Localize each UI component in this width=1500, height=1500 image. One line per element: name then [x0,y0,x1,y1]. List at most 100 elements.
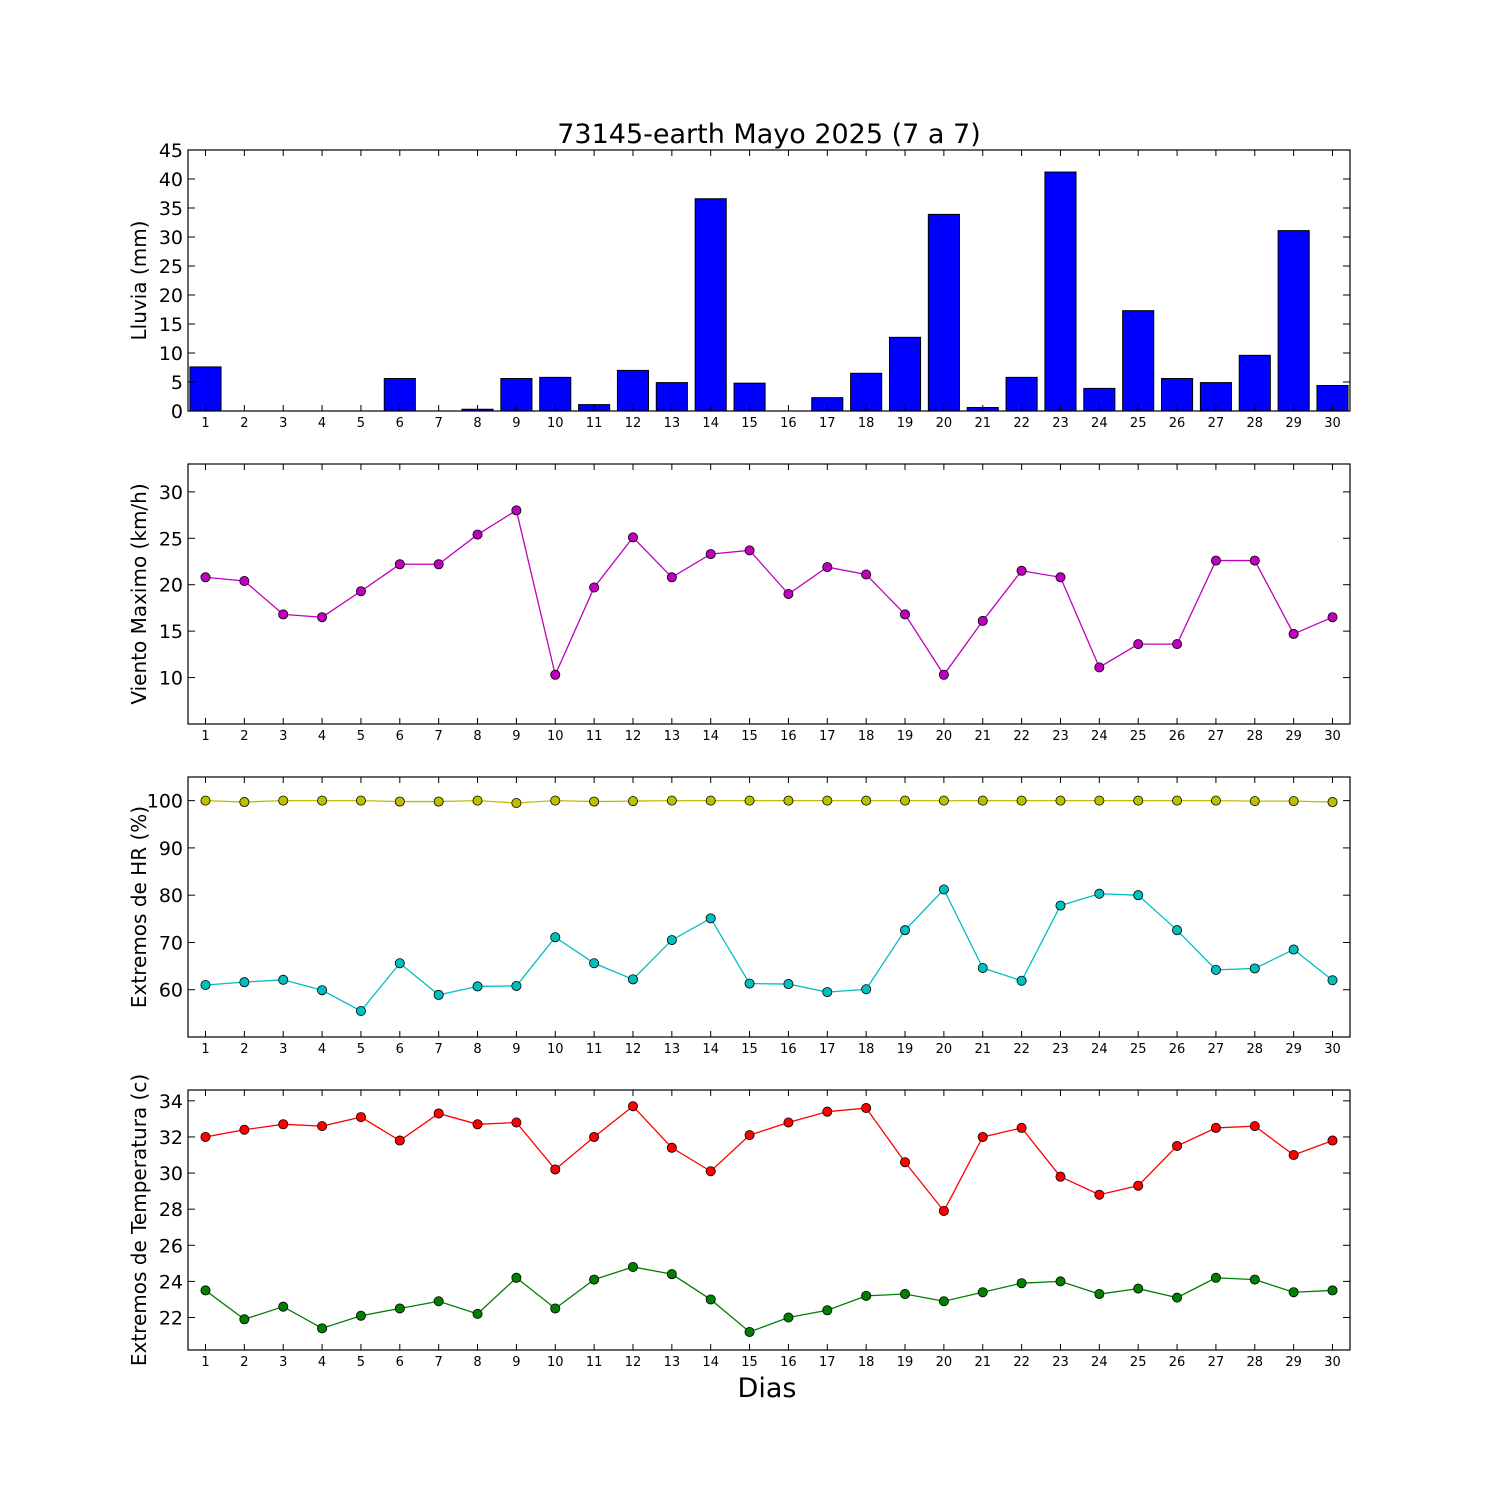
series-2-point-day-12 [627,1261,638,1272]
series-1-point-day-18 [861,1103,872,1114]
series-1-point-day-30 [1327,1135,1338,1146]
plot-frame [187,463,1351,725]
series-1-point-day-21 [977,615,988,626]
series-1-point-day-24 [1094,1189,1105,1200]
series-2-point-day-22 [1016,1278,1027,1289]
series-1-point-day-27 [1210,555,1221,566]
x-tick-label: 19 [897,416,914,431]
series-2-point-day-13 [666,935,677,946]
x-tick-label: 27 [1208,729,1225,744]
x-tick-label: 3 [279,729,287,744]
series-2-point-day-24 [1094,888,1105,899]
x-tick-label: 29 [1285,1042,1302,1057]
series-2-point-day-13 [666,1269,677,1280]
x-tick-label: 17 [819,729,836,744]
series-1-point-day-28 [1249,1121,1260,1132]
panel-4: 1 2 3 4 5 6 7 8 9 10 11 12 13 14 15 16 17 18 19 20 21 22 23 24 2… [127,1074,1351,1404]
x-axis-label: Dias [738,1373,797,1404]
series-1-point-day-17 [822,562,833,573]
series-1-point-day-4 [317,795,328,806]
chart-title: 73145-earth Mayo 2025 (7 a 7) [557,119,981,150]
x-tick-label: 2 [240,1042,248,1057]
y-tick-label: 80 [159,885,183,907]
x-tick-label: 25 [1130,1355,1147,1370]
series-2-point-day-25 [1133,1283,1144,1294]
series-1-point-day-16 [783,1117,794,1128]
series-1-point-day-12 [627,532,638,543]
series-2-point-day-8 [472,981,483,992]
x-tick-label: 7 [435,1042,443,1057]
series-1-point-day-4 [317,1121,328,1132]
series-1-point-day-29 [1288,796,1299,807]
x-tick-label: 25 [1130,1042,1147,1057]
series-2-point-day-11 [589,958,600,969]
x-tick-label: 27 [1208,1042,1225,1057]
series-1-point-day-12 [627,796,638,807]
series-line-2 [205,888,1333,1012]
x-tick-label: 18 [858,1042,875,1057]
y-tick-label: 20 [159,575,183,597]
series-2-point-day-14 [705,913,716,924]
x-tick-label: 18 [858,729,875,744]
series-1-point-day-1 [200,1131,211,1142]
y-tick-label: 25 [159,256,183,278]
series-2-point-day-15 [744,978,755,989]
x-tick-label: 6 [396,1355,404,1370]
series-1-point-day-7 [433,559,444,570]
series-2-point-day-17 [822,1305,833,1316]
series-2-point-day-1 [200,1285,211,1296]
series-1-point-day-28 [1249,555,1260,566]
series-1-point-day-19 [900,1157,911,1168]
series-2-point-day-17 [822,987,833,998]
series-1-point-day-15 [744,545,755,556]
x-tick-label: 5 [357,416,365,431]
x-tick-label: 13 [664,416,681,431]
y-tick-label: 90 [159,838,183,860]
series-1-point-day-16 [783,589,794,600]
rain-bar-day-25 [1122,310,1155,412]
series-1-point-day-27 [1210,795,1221,806]
series-1-point-day-14 [705,795,716,806]
x-tick-label: 23 [1052,1355,1069,1370]
x-tick-label: 17 [819,1355,836,1370]
x-tick-label: 10 [547,1042,564,1057]
series-1-point-day-11 [589,582,600,593]
series-1-point-day-26 [1172,1140,1183,1151]
x-tick-label: 15 [741,416,758,431]
y-tick-label: 100 [147,791,183,813]
x-tick-label: 10 [547,729,564,744]
rain-bar-day-29 [1277,230,1310,412]
plot-frame [187,1089,1351,1351]
x-tick-label: 25 [1130,729,1147,744]
x-tick-label: 10 [547,1355,564,1370]
x-tick-label: 14 [702,1355,719,1370]
x-tick-label: 19 [897,1355,914,1370]
y-axis-label: Extremos de Temperatura (c) [127,1074,151,1366]
rain-bar-day-28 [1238,354,1271,412]
x-tick-label: 8 [473,1042,481,1057]
series-2-point-day-6 [394,958,405,969]
series-2-point-day-2 [239,977,250,988]
series-2-point-day-22 [1016,975,1027,986]
y-tick-label: 35 [159,198,183,220]
x-tick-label: 22 [1013,1042,1030,1057]
series-2-point-day-23 [1055,1276,1066,1287]
series-2-point-day-27 [1210,1272,1221,1283]
series-line-1 [205,509,1333,677]
x-tick-label: 12 [625,416,642,431]
series-1-point-day-2 [239,576,250,587]
y-axis-label: Extremos de HR (%) [127,806,151,1008]
series-2-point-day-4 [317,1323,328,1334]
y-tick-label: 10 [159,668,183,690]
series-1-point-day-5 [355,586,366,597]
series-1-point-day-30 [1327,797,1338,808]
x-tick-label: 22 [1013,729,1030,744]
series-1-point-day-30 [1327,612,1338,623]
x-tick-label: 12 [625,1042,642,1057]
x-tick-label: 1 [201,1042,209,1057]
chart-panels: 73145-earth Mayo 2025 (7 a 7)1 2 3 4 5 6 7 8 9 10… [127,119,1351,1404]
series-1-point-day-20 [938,795,949,806]
x-tick-label: 3 [279,1355,287,1370]
x-tick-label: 11 [586,1042,603,1057]
series-1-point-day-8 [472,529,483,540]
